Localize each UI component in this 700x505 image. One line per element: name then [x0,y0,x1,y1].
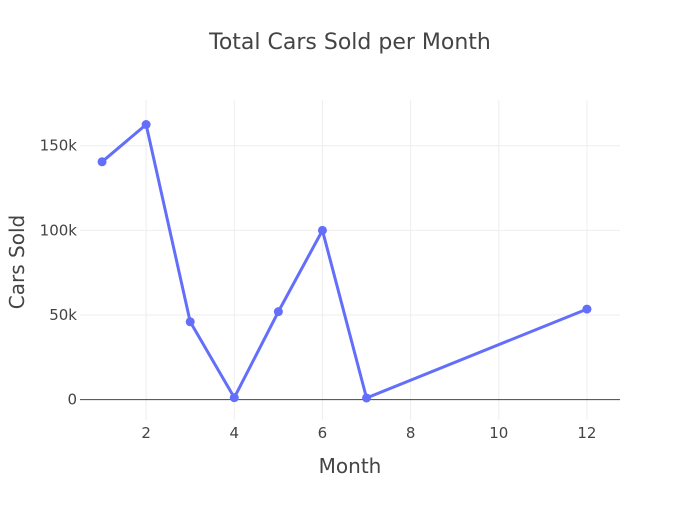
x-tick-label: 2 [141,424,151,442]
data-point [317,225,327,235]
data-point [582,304,592,314]
x-tick-label: 12 [577,424,596,442]
x-tick-labels: 2 4 6 8 10 12 [141,424,596,442]
data-point [229,393,239,403]
y-tick-label: 100k [40,221,78,239]
y-tick-label: 50k [49,306,77,324]
x-tick-label: 8 [406,424,416,442]
x-tick-label: 4 [230,424,240,442]
y-tick-label: 150k [40,137,78,155]
x-axis-title: Month [319,454,382,478]
data-point [362,393,372,403]
data-point [97,157,107,167]
data-point [185,317,195,327]
x-tick-label: 10 [489,424,508,442]
x-tick-label: 6 [318,424,328,442]
series-layer [97,120,592,403]
y-tick-label: 0 [67,391,77,409]
y-axis-title: Cars Sold [5,215,29,309]
series-line [100,123,589,400]
data-point [141,120,151,130]
chart-title: Total Cars Sold per Month [208,30,491,55]
grid-lines [80,100,620,420]
y-tick-labels: 0 50k 100k 150k [40,137,78,409]
data-point [273,307,283,317]
